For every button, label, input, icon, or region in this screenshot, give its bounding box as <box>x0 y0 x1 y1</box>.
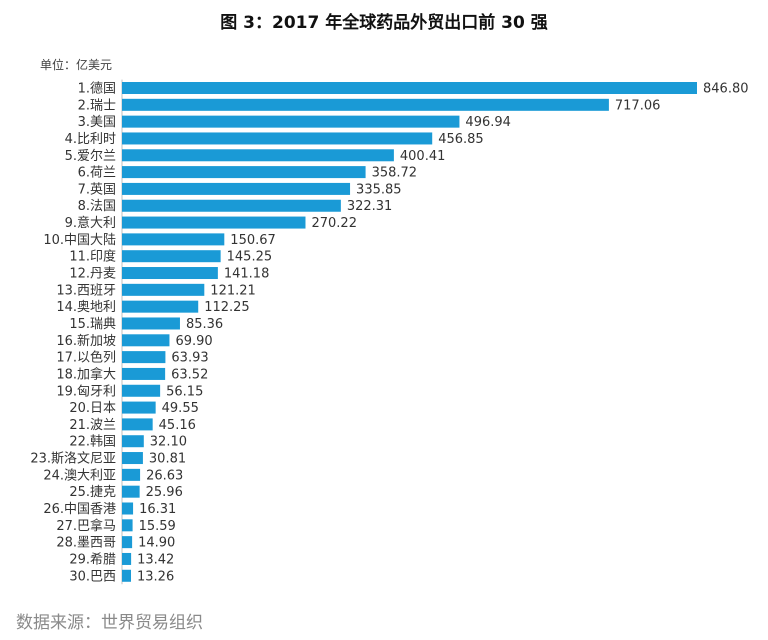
value-label: 63.93 <box>171 351 208 366</box>
bar <box>122 250 221 263</box>
category-label: 3.美国 <box>78 115 116 130</box>
bar <box>122 132 433 145</box>
value-label: 456.85 <box>438 132 484 147</box>
category-label: 14.奥地利 <box>56 300 116 315</box>
bar <box>122 401 156 414</box>
bar <box>122 435 144 448</box>
bar <box>122 149 394 162</box>
value-label: 358.72 <box>372 166 418 181</box>
category-label: 28.墨西哥 <box>56 536 116 551</box>
bar <box>122 166 366 179</box>
bar <box>122 233 225 246</box>
category-label: 1.德国 <box>78 82 116 97</box>
category-label: 8.法国 <box>78 199 116 214</box>
chart-title: 图 3：2017 年全球药品外贸出口前 30 强 <box>220 13 548 33</box>
bar <box>122 283 205 296</box>
value-label: 335.85 <box>356 182 402 197</box>
bar-chart: 1.德国 846.80 2.瑞士 717.06 3.美国 496.94 4.比利时 456.8… <box>30 79 749 584</box>
unit-label: 单位：亿美元 <box>40 58 113 72</box>
bar <box>122 418 153 431</box>
bar <box>122 317 180 330</box>
value-label: 400.41 <box>400 149 446 164</box>
value-label: 145.25 <box>227 250 273 265</box>
category-label: 21.波兰 <box>69 418 116 433</box>
bar <box>122 115 460 128</box>
category-label: 29.希腊 <box>69 552 116 567</box>
value-label: 112.25 <box>204 300 250 315</box>
value-label: 141.18 <box>224 267 270 282</box>
category-label: 25.捷克 <box>69 485 116 500</box>
category-label: 9.意大利 <box>65 215 116 231</box>
category-label: 4.比利时 <box>65 132 116 147</box>
value-label: 13.26 <box>137 569 174 584</box>
bar <box>122 300 199 313</box>
value-label: 121.21 <box>210 283 256 298</box>
bar <box>122 216 306 229</box>
value-label: 16.31 <box>139 502 176 517</box>
bar <box>122 182 351 195</box>
bar <box>122 485 140 498</box>
category-label: 24.澳大利亚 <box>43 467 116 483</box>
category-label: 7.英国 <box>78 182 116 197</box>
bar <box>122 351 166 364</box>
bar <box>122 334 170 347</box>
bar <box>122 536 133 549</box>
bar <box>122 199 341 212</box>
bar <box>122 367 166 380</box>
source-note: 数据来源：世界贸易组织 <box>16 613 203 633</box>
bar <box>122 384 161 397</box>
bar <box>122 569 132 582</box>
value-label: 26.63 <box>146 468 183 483</box>
category-label: 22.韩国 <box>69 435 116 450</box>
bar <box>122 98 609 111</box>
category-label: 19.匈牙利 <box>56 384 116 399</box>
category-label: 26.中国香港 <box>43 502 116 517</box>
category-label: 12.丹麦 <box>69 267 116 282</box>
bar <box>122 502 134 515</box>
value-label: 30.81 <box>149 452 186 467</box>
value-label: 150.67 <box>230 233 276 248</box>
category-label: 17.以色列 <box>56 350 116 366</box>
bar <box>122 267 218 280</box>
value-label: 13.42 <box>137 552 174 567</box>
value-label: 14.90 <box>138 536 175 551</box>
bar <box>122 452 143 465</box>
category-label: 16.新加坡 <box>56 333 116 349</box>
value-label: 25.96 <box>146 485 183 500</box>
category-label: 23.斯洛文尼亚 <box>30 452 116 467</box>
value-label: 32.10 <box>150 435 187 450</box>
value-label: 56.15 <box>166 384 203 399</box>
bar <box>122 468 141 481</box>
category-label: 27.巴拿马 <box>56 518 116 534</box>
value-label: 496.94 <box>465 115 511 130</box>
bar <box>122 552 132 565</box>
value-label: 85.36 <box>186 317 223 332</box>
category-label: 15.瑞典 <box>69 317 116 332</box>
category-label: 6.荷兰 <box>78 166 116 181</box>
category-label: 5.爱尔兰 <box>65 149 116 164</box>
category-label: 2.瑞士 <box>78 98 116 113</box>
category-label: 20.日本 <box>69 401 116 416</box>
value-label: 69.90 <box>175 334 212 349</box>
value-label: 45.16 <box>159 418 196 433</box>
value-label: 322.31 <box>347 199 393 214</box>
value-label: 717.06 <box>615 98 661 113</box>
bar <box>122 82 697 94</box>
category-label: 13.西班牙 <box>56 283 116 298</box>
bar <box>122 519 133 532</box>
value-label: 846.80 <box>703 82 749 97</box>
value-label: 15.59 <box>139 519 176 534</box>
category-label: 18.加拿大 <box>56 366 116 382</box>
value-label: 270.22 <box>311 216 357 231</box>
value-label: 49.55 <box>162 401 199 416</box>
category-label: 10.中国大陆 <box>43 232 116 248</box>
value-label: 63.52 <box>171 367 208 382</box>
category-label: 30.巴西 <box>69 569 116 584</box>
category-label: 11.印度 <box>69 249 116 265</box>
